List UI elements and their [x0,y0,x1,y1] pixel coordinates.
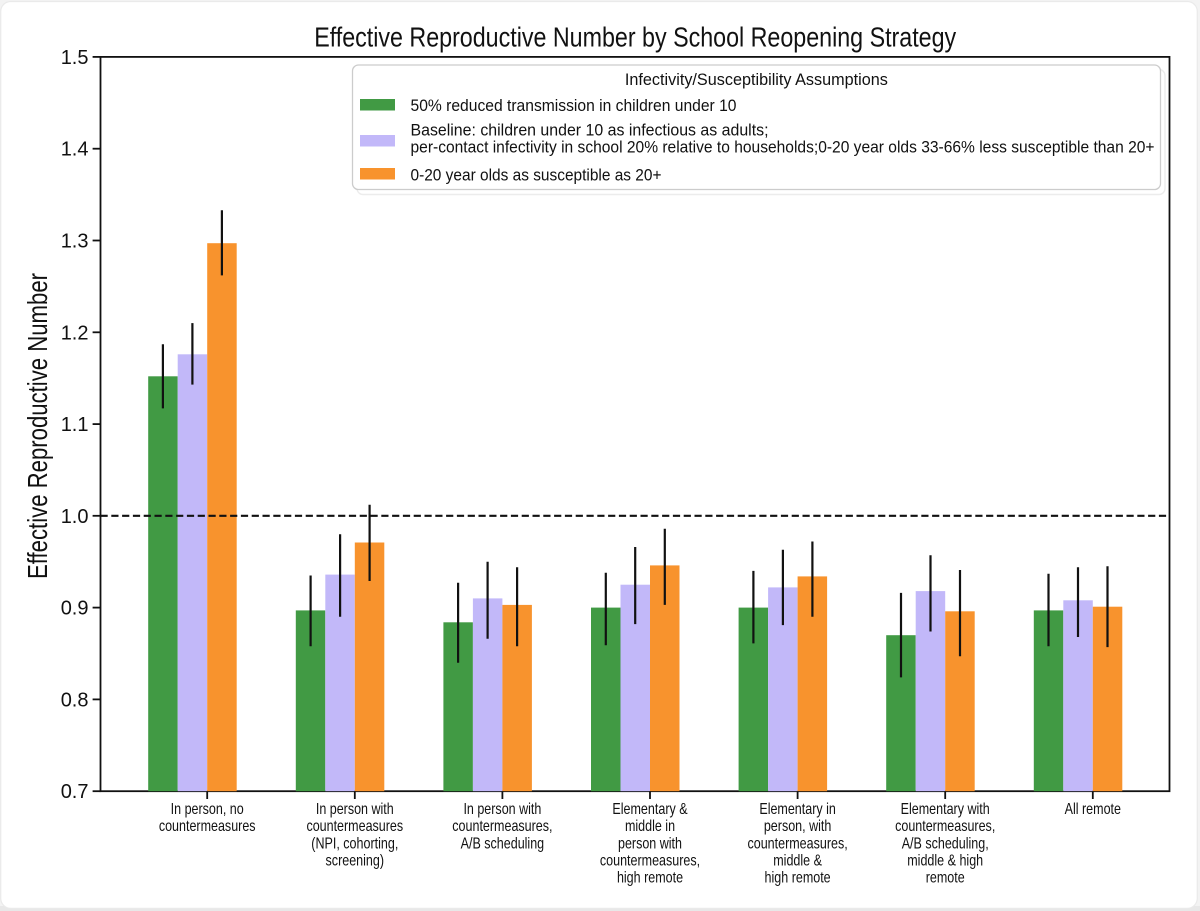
svg-text:0.7: 0.7 [61,781,89,803]
svg-text:In person with: In person with [316,801,394,818]
svg-text:Baseline: children under 10 as: Baseline: children under 10 as infectiou… [411,122,769,140]
svg-text:per-contact infectivity in sch: per-contact infectivity in school 20% re… [411,139,1155,157]
svg-text:1.1: 1.1 [61,414,89,436]
svg-text:Infectivity/Susceptibility Ass: Infectivity/Susceptibility Assumptions [625,71,888,89]
svg-text:Elementary &: Elementary & [612,801,688,818]
svg-text:high remote: high remote [617,870,683,887]
svg-text:A/B scheduling,: A/B scheduling, [902,835,989,852]
svg-text:countermeasures,: countermeasures, [748,835,848,852]
svg-text:1.3: 1.3 [61,231,89,253]
svg-text:In person with: In person with [463,801,541,818]
svg-text:1.5: 1.5 [61,47,89,69]
svg-text:All remote: All remote [1065,801,1122,818]
svg-text:(NPI, cohorting,: (NPI, cohorting, [311,835,398,852]
svg-text:Elementary with: Elementary with [901,801,990,818]
svg-text:1.4: 1.4 [61,139,89,161]
svg-text:Effective Reproductive Number: Effective Reproductive Number [22,273,53,579]
svg-text:person with: person with [618,835,682,852]
svg-text:middle &: middle & [773,853,822,870]
svg-text:A/B scheduling: A/B scheduling [461,835,545,852]
svg-text:countermeasures,: countermeasures, [452,818,552,835]
svg-text:middle & high: middle & high [907,853,983,870]
svg-text:countermeasures,: countermeasures, [600,853,700,870]
svg-text:middle in: middle in [625,818,675,835]
svg-text:50% reduced transmission in ch: 50% reduced transmission in children und… [411,97,737,115]
svg-text:0.9: 0.9 [61,598,89,620]
svg-text:0-20 year olds as susceptible: 0-20 year olds as susceptible as 20+ [411,167,662,185]
svg-text:In person, no: In person, no [171,801,244,818]
svg-text:person, with: person, with [764,818,832,835]
svg-text:countermeasures: countermeasures [306,818,403,835]
svg-text:0.8: 0.8 [61,689,89,711]
svg-text:Elementary in: Elementary in [759,801,836,818]
svg-text:countermeasures: countermeasures [159,818,256,835]
svg-text:high remote: high remote [765,870,831,887]
svg-text:remote: remote [926,870,965,887]
svg-text:1.0: 1.0 [61,506,89,528]
svg-text:screening): screening) [326,853,385,870]
svg-text:Effective Reproductive Number: Effective Reproductive Number by School … [314,22,956,53]
svg-text:countermeasures,: countermeasures, [895,818,995,835]
svg-text:1.2: 1.2 [61,322,89,344]
